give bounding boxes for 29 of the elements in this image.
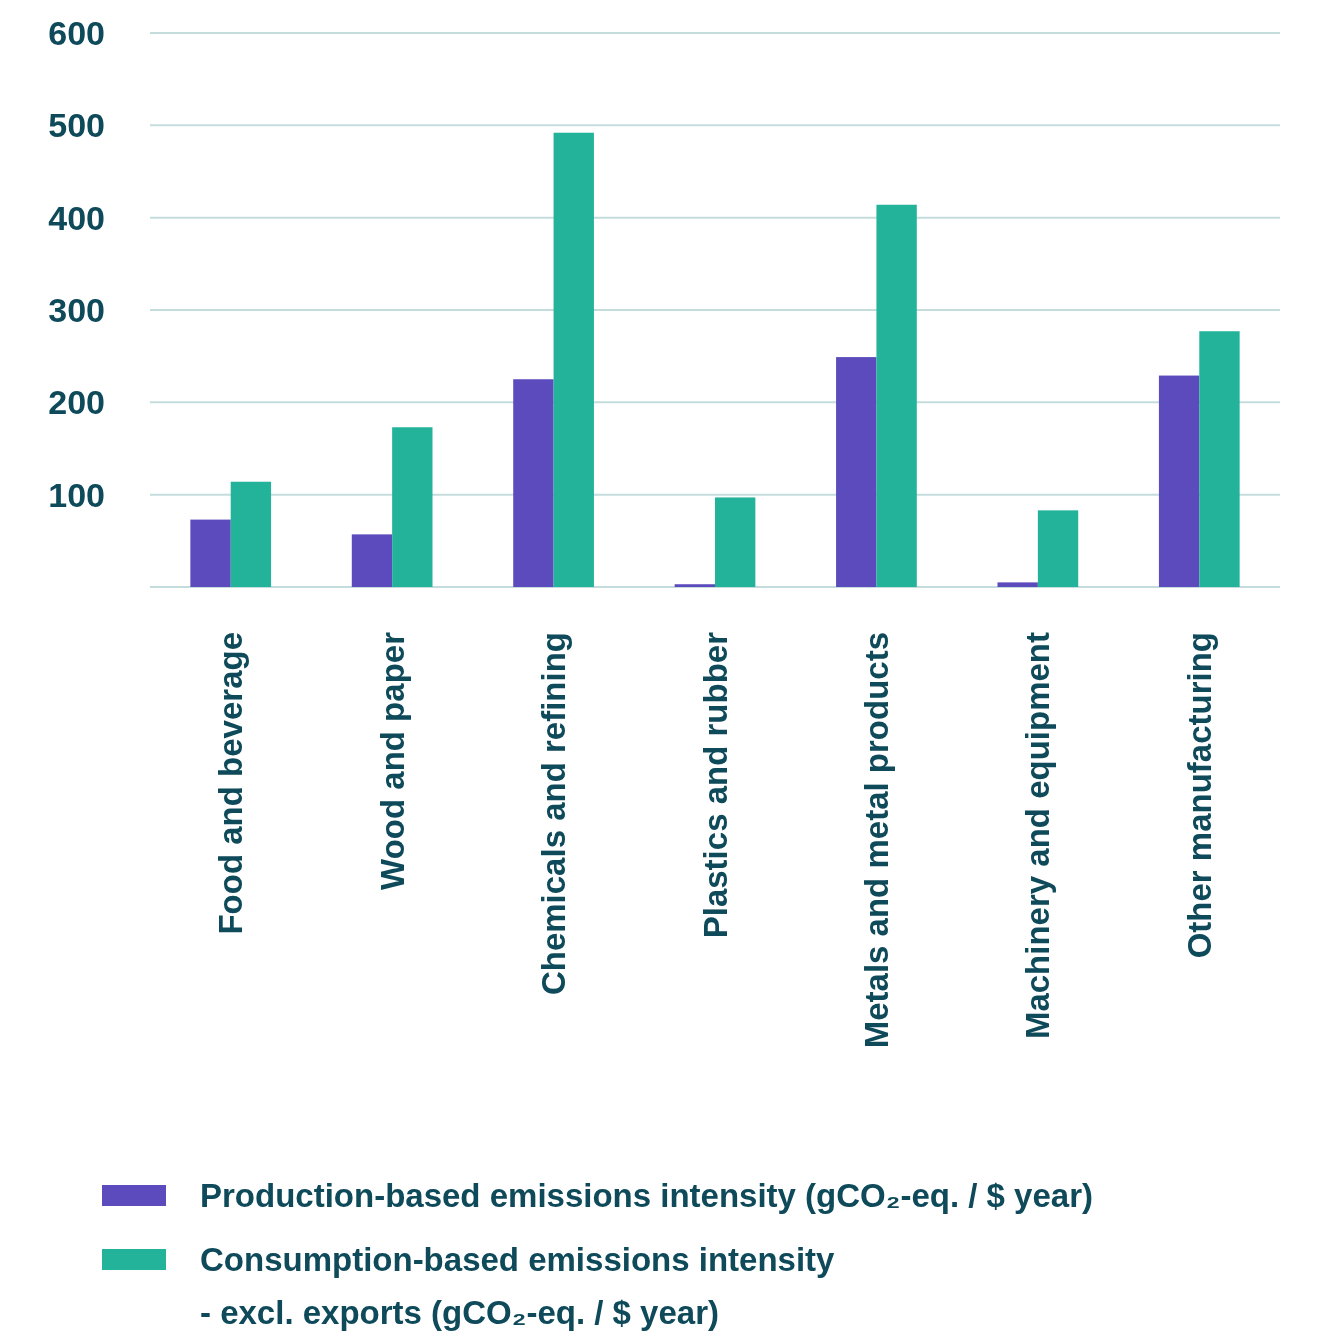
x-tick-label: Metals and metal products [857, 632, 895, 1049]
bar [1158, 375, 1200, 587]
y-tick-label: 100 [48, 475, 105, 514]
legend-label: Production-based emissions intensity (gCO₂-eq. / $ year) [200, 1176, 1094, 1214]
x-tick-label: Food and beverage [212, 632, 250, 935]
legend-label: Consumption-based emissions intensity - excl. exports (gCO₂-eq. / $ year) [200, 1240, 836, 1331]
y-tick-label: 400 [48, 198, 105, 237]
bar [997, 582, 1038, 587]
y-tick-label: 300 [48, 290, 105, 329]
x-tick-label: Chemicals and refining [535, 632, 573, 996]
bar [513, 379, 554, 587]
bar [876, 204, 917, 587]
bar [392, 427, 433, 587]
x-tick-label: Plastics and rubber [696, 631, 734, 939]
bar [836, 357, 877, 587]
x-tick-label: Machinery and equipment [1019, 632, 1057, 1040]
bar [351, 534, 393, 587]
bar [190, 519, 231, 587]
y-tick-label: 200 [48, 383, 105, 422]
bar [1037, 510, 1079, 587]
bar [715, 497, 756, 587]
bar [553, 132, 594, 587]
x-tick-label: Other manufacturing [1180, 632, 1218, 959]
y-tick-label: 600 [48, 13, 105, 52]
bar [674, 584, 715, 587]
bar [1199, 331, 1240, 587]
x-tick-label: Wood and paper [373, 631, 411, 890]
bar [230, 481, 272, 587]
y-tick-label: 500 [48, 106, 105, 145]
